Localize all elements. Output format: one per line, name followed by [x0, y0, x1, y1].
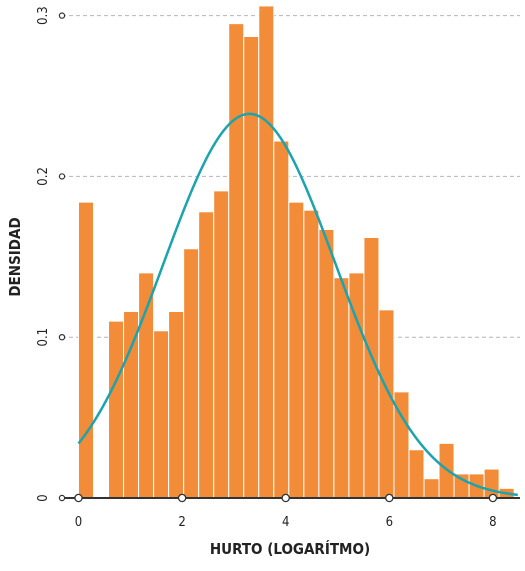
histogram-bar [483, 468, 500, 499]
histogram-bar [453, 473, 470, 499]
histogram-bar [288, 201, 305, 499]
y-tick-label: 0.3 [36, 6, 51, 25]
x-tick-label: 2 [178, 515, 185, 530]
histogram-bar [408, 449, 425, 499]
x-axis-title: HURTO (LOGARÍTMO) [210, 539, 370, 558]
y-tick-marker [58, 334, 66, 341]
grid-lines [62, 15, 520, 338]
histogram-bars [78, 5, 515, 499]
y-tick-label: 0 [36, 494, 51, 501]
y-tick-marker [58, 12, 66, 19]
x-tick-marker [488, 493, 498, 503]
y-tick-label: 0.2 [36, 167, 51, 186]
y-tick-label: 0.1 [36, 328, 51, 347]
density-curve-group [77, 112, 518, 497]
histogram-bar [273, 140, 290, 499]
density-curve [77, 112, 518, 497]
histogram-bar [423, 478, 440, 499]
histogram-bar [258, 5, 275, 499]
x-tick-marker [177, 493, 187, 503]
histogram-bar [228, 23, 245, 499]
x-tick-marker [385, 493, 394, 503]
y-tick-marker [58, 173, 66, 180]
y-tick-marker [58, 494, 66, 502]
x-tick-marker [74, 493, 83, 503]
histogram-bar [78, 201, 95, 499]
histogram-bar [378, 309, 395, 499]
histogram-bar [123, 310, 140, 499]
histogram-bar [243, 36, 260, 499]
x-tick-label: 8 [489, 515, 496, 530]
x-tick-marker [281, 493, 290, 503]
tick-labels: 0 2 4 6 8 0 0.1 0.2 0.3 [36, 6, 497, 530]
histogram-bar [183, 248, 200, 499]
x-tick-label: 4 [282, 515, 289, 530]
histogram-bar [198, 211, 215, 499]
histogram-bar [153, 330, 170, 499]
y-axis-title: DENSIDAD [6, 217, 24, 296]
histogram-bar [318, 228, 335, 499]
histogram-bar [333, 277, 350, 499]
histogram-bar [303, 209, 320, 499]
x-tick-label: 0 [75, 515, 82, 530]
histogram-bar [108, 320, 125, 499]
histogram-bar [213, 190, 230, 499]
histogram-bar [168, 310, 185, 499]
axes [58, 12, 520, 503]
x-tick-label: 6 [386, 515, 393, 530]
